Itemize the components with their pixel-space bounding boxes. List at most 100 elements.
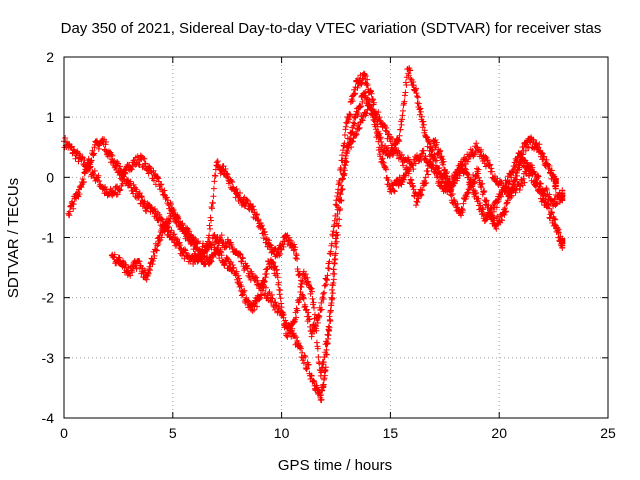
- data-point-cluster: [344, 113, 359, 151]
- data-point-cluster: [257, 258, 272, 301]
- data-point-cluster: [231, 268, 245, 299]
- data-point-cluster: [326, 189, 341, 257]
- data-point-cluster: [431, 137, 446, 166]
- data-point-cluster: [170, 207, 185, 230]
- data-point-cluster: [213, 158, 228, 178]
- data-point-cluster: [379, 155, 393, 195]
- data-point-cluster: [222, 254, 237, 275]
- data-point-cluster: [290, 330, 306, 364]
- data-point-cluster: [105, 183, 121, 199]
- data-point: [152, 246, 159, 253]
- data-point-cluster: [283, 232, 298, 254]
- x-tick-label: 15: [383, 425, 399, 441]
- data-point-cluster: [413, 93, 428, 136]
- y-axis-title: SDTVAR / TECUs: [5, 178, 22, 298]
- y-tick-label: 1: [46, 109, 54, 125]
- data-point-cluster: [126, 153, 143, 174]
- data-point-cluster: [509, 157, 524, 190]
- data-point-cluster: [396, 66, 411, 139]
- data-point-cluster: [118, 258, 132, 279]
- data-point-cluster: [552, 175, 559, 192]
- data-point-cluster: [178, 220, 193, 243]
- data-point-cluster: [379, 142, 393, 160]
- data-point-cluster: [387, 176, 402, 195]
- x-tick-label: 0: [60, 425, 68, 441]
- data-point-cluster: [370, 116, 385, 165]
- data-point-cluster: [213, 244, 228, 269]
- x-tick-label: 5: [169, 425, 177, 441]
- data-point-cluster: [535, 141, 550, 169]
- data-point-cluster: [457, 189, 472, 219]
- data-point-cluster: [205, 166, 219, 252]
- data-point-cluster: [266, 237, 280, 260]
- data-point: [396, 138, 403, 145]
- data-point-cluster: [94, 172, 110, 197]
- data-point-cluster: [405, 65, 420, 94]
- data-point-cluster: [492, 209, 507, 232]
- x-tick-label: 25: [600, 425, 616, 441]
- data-point: [326, 258, 333, 265]
- data-point-cluster: [72, 148, 89, 170]
- data-point-cluster: [292, 271, 306, 323]
- data-point-cluster: [109, 251, 124, 267]
- data-point: [82, 168, 89, 175]
- data-point: [230, 264, 237, 271]
- data-point-cluster: [335, 119, 350, 188]
- y-tick-label: 2: [46, 49, 54, 65]
- data-point-cluster: [148, 167, 165, 193]
- data-point-cluster: [144, 200, 158, 220]
- data-point-cluster: [300, 268, 315, 297]
- data-point-cluster: [224, 236, 241, 257]
- data-point-cluster: [274, 274, 289, 331]
- data-point-cluster: [144, 246, 158, 279]
- data-point-cluster: [135, 258, 150, 281]
- data-point-cluster: [353, 70, 367, 91]
- data-point-cluster: [283, 318, 298, 340]
- y-tick-label: -2: [42, 290, 55, 306]
- data-point-cluster: [83, 147, 97, 170]
- data-point-cluster: [501, 168, 515, 196]
- y-tick-label: -4: [42, 410, 55, 426]
- data-point-cluster: [377, 117, 393, 143]
- data-point-cluster: [398, 151, 415, 171]
- data-point-cluster: [65, 190, 80, 219]
- data-point-cluster: [257, 220, 272, 250]
- data-point-cluster: [74, 166, 89, 200]
- data-point-cluster: [300, 352, 317, 385]
- data-point-cluster: [527, 166, 541, 194]
- x-tick-label: 10: [274, 425, 290, 441]
- chart-title: Day 350 of 2021, Sidereal Day-to-day VTE…: [61, 20, 602, 37]
- y-tick-label: -1: [42, 230, 55, 246]
- y-tick-label: 0: [46, 169, 54, 185]
- data-point-cluster: [335, 149, 350, 230]
- data-point-cluster: [361, 89, 376, 119]
- data-point-cluster: [466, 165, 480, 191]
- data-point-cluster: [344, 86, 359, 125]
- data-point-cluster: [318, 260, 332, 313]
- data-point-cluster: [309, 295, 324, 374]
- data-point-cluster: [235, 250, 252, 279]
- data-point-cluster: [464, 140, 480, 165]
- data-point: [309, 288, 316, 295]
- data-point-cluster: [137, 152, 154, 177]
- data-point-cluster: [485, 161, 502, 189]
- data-point-cluster: [118, 167, 132, 189]
- data-point-cluster: [248, 292, 263, 314]
- data-points: [61, 65, 566, 404]
- y-tick-label: -3: [42, 350, 55, 366]
- axis-ticks: 0 5 10 15 20 25 -4 -3 -2 -1 0 1 2: [42, 49, 616, 441]
- data-point-cluster: [355, 102, 372, 132]
- data-point-cluster: [559, 187, 566, 204]
- data-point-cluster: [326, 231, 341, 324]
- data-point-cluster: [311, 382, 324, 401]
- data-point-cluster: [318, 327, 332, 376]
- x-tick-label: 20: [491, 425, 507, 441]
- data-point-cluster: [559, 235, 566, 252]
- data-point-cluster: [213, 232, 230, 251]
- series-track-c: [108, 89, 566, 379]
- x-axis-title: GPS time / hours: [278, 457, 392, 474]
- data-point: [326, 324, 333, 331]
- data-point-cluster: [409, 147, 426, 173]
